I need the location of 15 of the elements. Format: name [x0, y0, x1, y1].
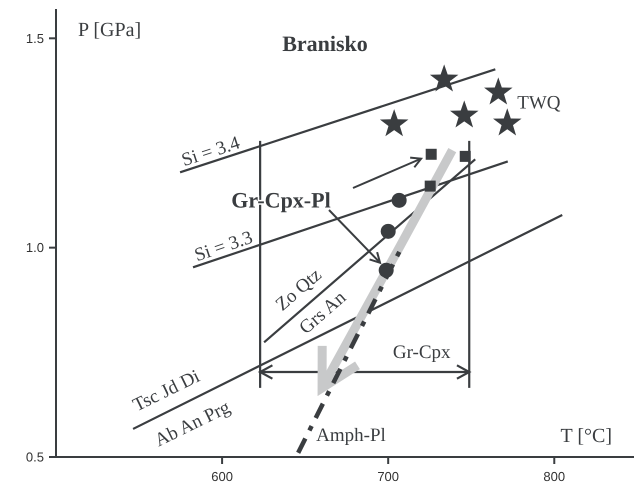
text: Si = 3.4 [179, 132, 243, 172]
x-tick-label: 600 [211, 469, 233, 484]
series-label: Amph-Pl [316, 424, 386, 446]
y-tick-label: 1.5 [26, 30, 44, 46]
text: Branisko [282, 31, 368, 56]
series-label: TWQ [517, 92, 561, 114]
y-tick-label: 1.0 [26, 240, 44, 256]
x-tick-label: 700 [377, 469, 400, 484]
series-label: Gr-Cpx [392, 342, 452, 364]
y-axis-title: P [GPa] [78, 19, 142, 41]
x-axis-title: T [°C] [560, 425, 612, 447]
y-tick-label: 0.5 [26, 450, 44, 465]
text: Si = 3.3 [192, 227, 256, 266]
x-tick-label: 800 [543, 469, 566, 484]
annotation: Tsc Jd Di [130, 366, 204, 416]
